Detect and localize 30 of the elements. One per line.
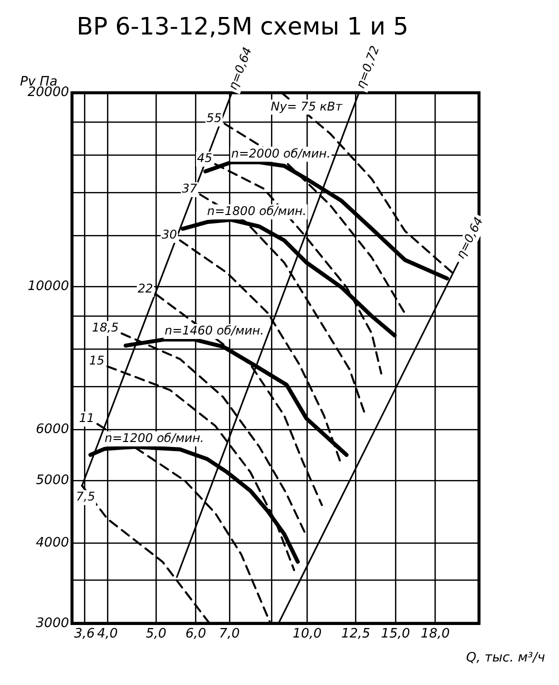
series-label: n=1800 об/мин. [207, 204, 306, 218]
y-tick-label: 4000 [36, 535, 69, 550]
series-label: 30 [162, 227, 178, 242]
y-tick-label: 5000 [36, 472, 69, 488]
series-label: n=1460 об/мин. [164, 324, 264, 338]
x-tick-label: 12,5 [341, 626, 370, 642]
x-tick-label: 4,0 [97, 626, 118, 642]
series-label: 22 [138, 281, 154, 296]
y-tick-label: 3000 [36, 616, 69, 631]
x-axis-title: Q, тыс. м³/ч [466, 650, 546, 666]
x-tick-label: 6,0 [185, 626, 206, 642]
series-label: n=2000 об/мин. [231, 146, 331, 160]
y-tick-label: 10000 [28, 279, 69, 294]
y-tick-label: 6000 [36, 422, 69, 437]
x-tick-label: 5,0 [146, 626, 166, 642]
series-label: 18,5 [92, 320, 119, 335]
x-tick-label: 18,0 [420, 626, 450, 642]
series-label: 37 [182, 182, 198, 196]
series-label: 15 [89, 354, 104, 368]
chart-title: ВР 6-13-12,5М схемы 1 и 5 [76, 12, 408, 41]
series-label: 7,5 [76, 490, 96, 504]
series-label: 45 [196, 151, 212, 166]
series-label: 55 [206, 110, 222, 125]
x-tick-label: 3,6 [74, 626, 95, 642]
annotation: Ny= 75 кВт [270, 99, 344, 114]
x-tick-label: 15,0 [381, 626, 410, 642]
x-tick-label: 10,0 [292, 626, 322, 642]
series-label: n=1200 об/мин. [104, 430, 204, 445]
x-tick-label: 7,0 [219, 626, 240, 642]
series-label: 11 [79, 411, 94, 426]
